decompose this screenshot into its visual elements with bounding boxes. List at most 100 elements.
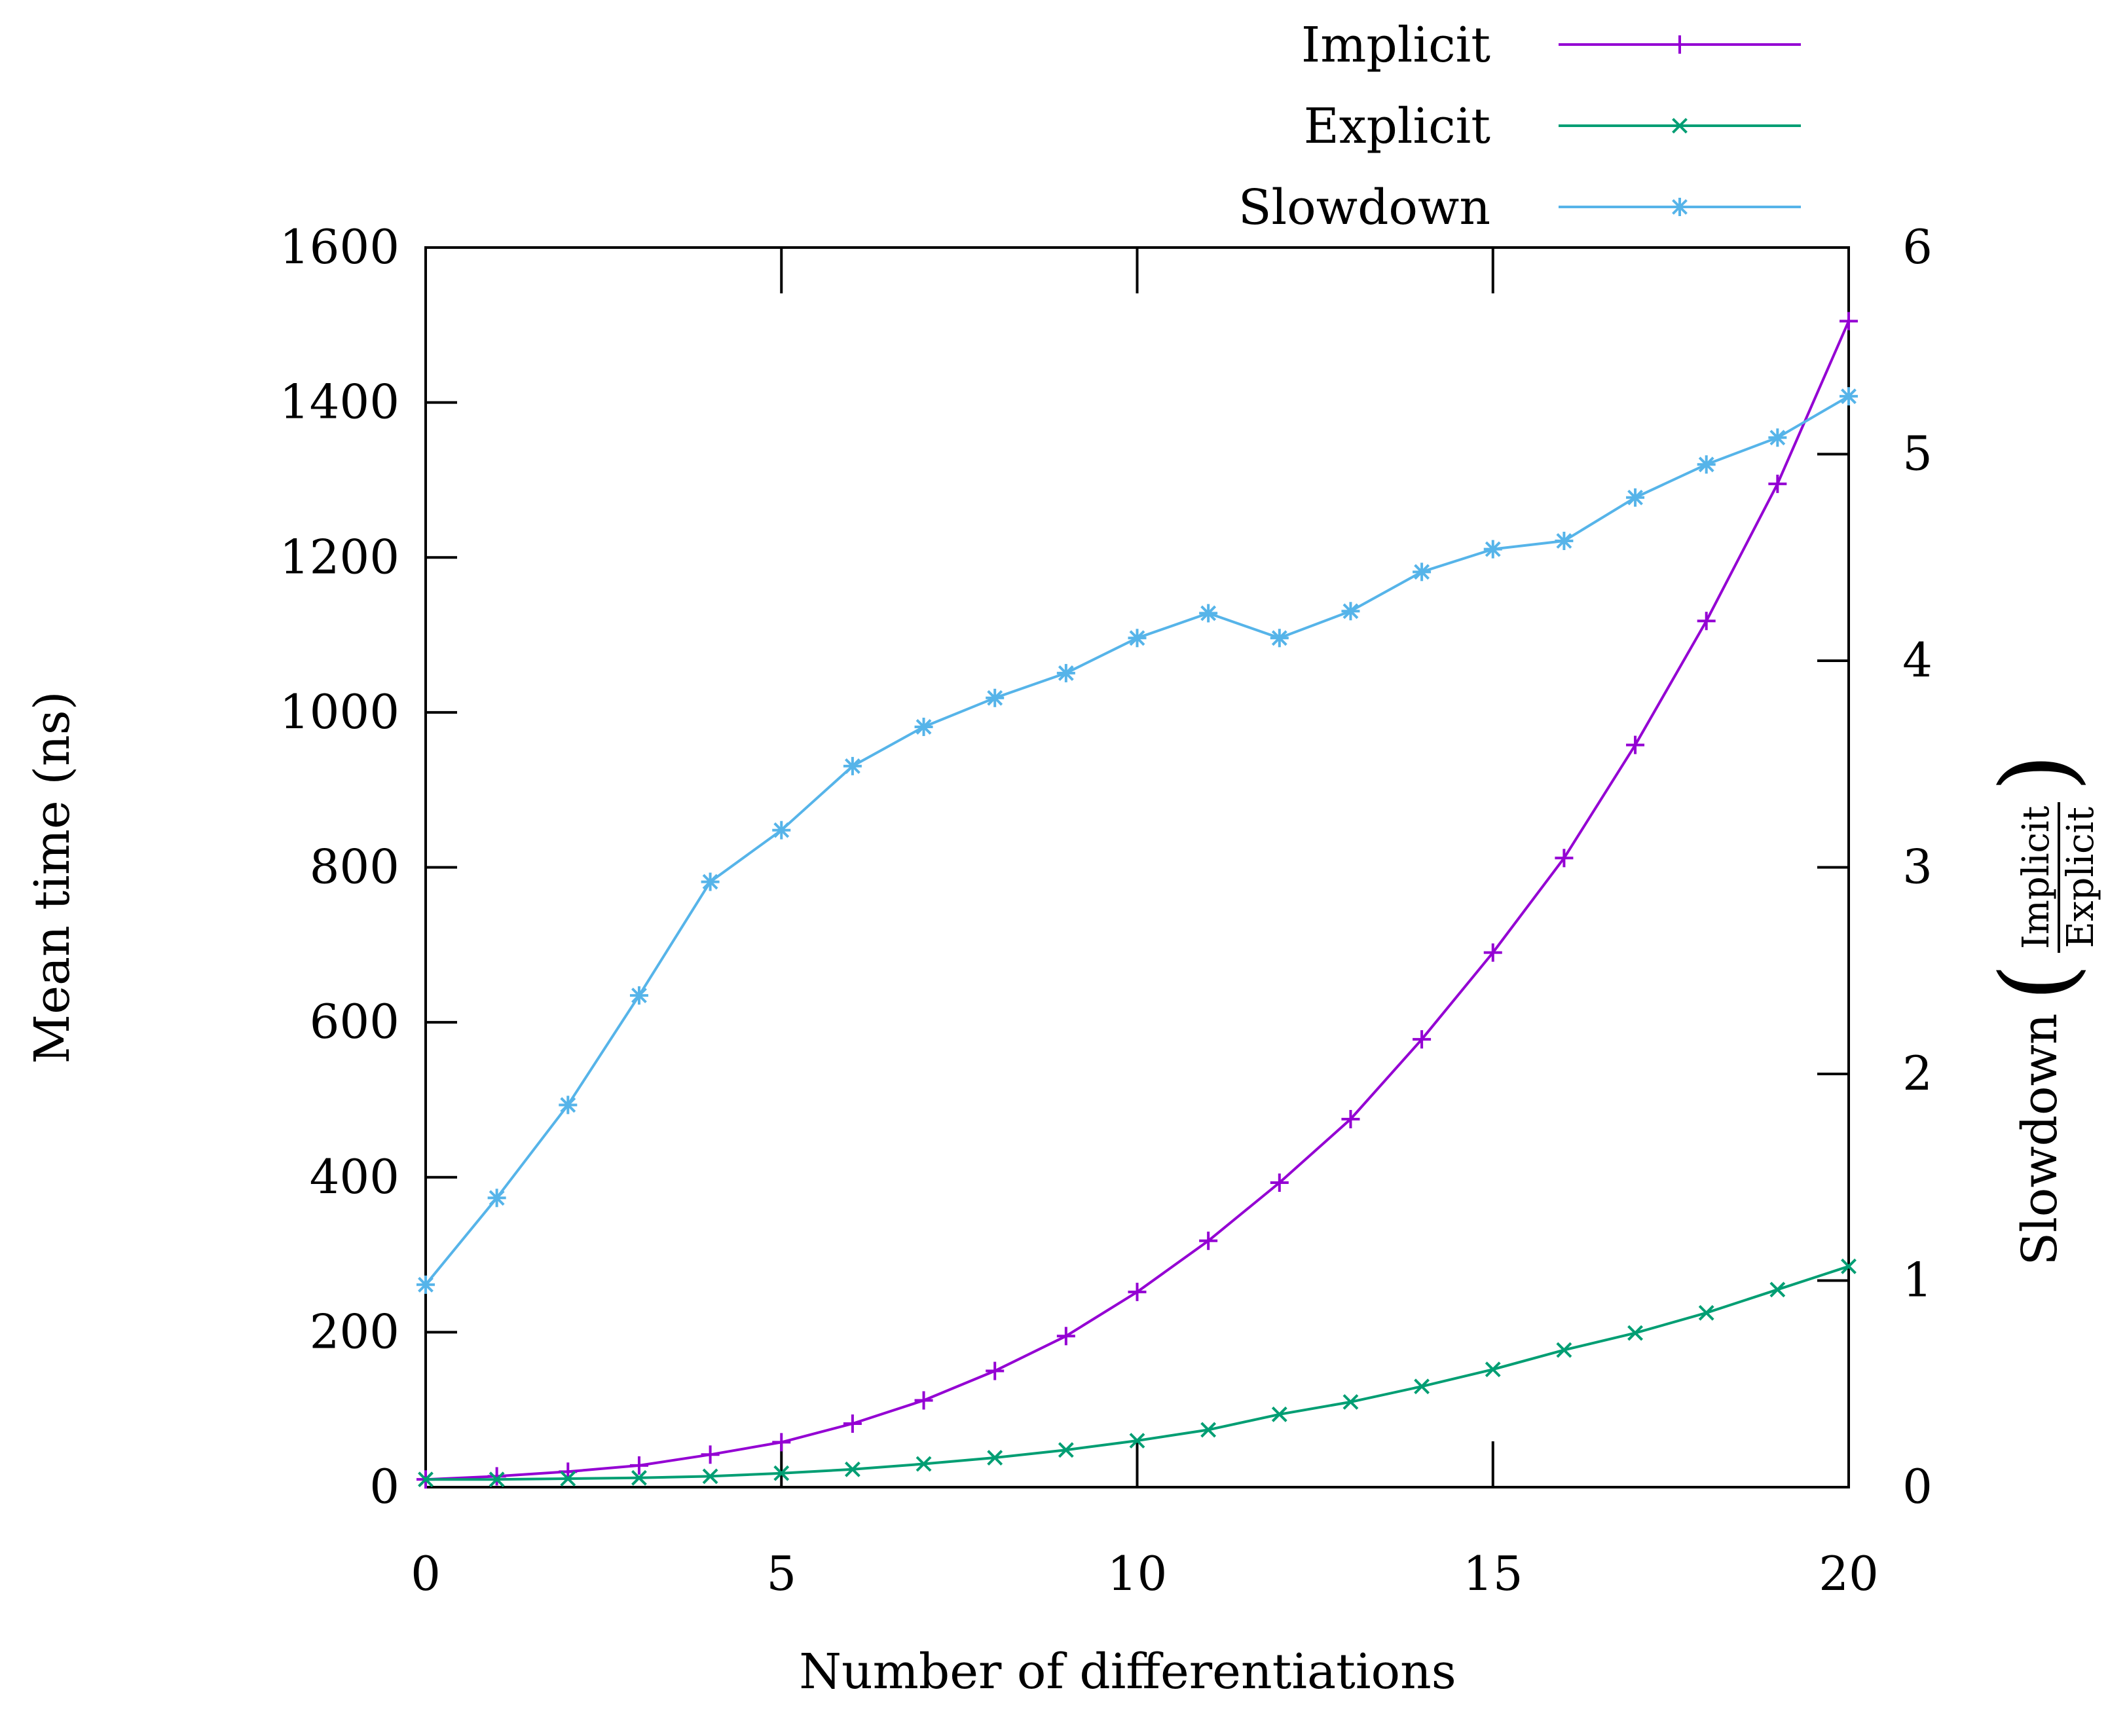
data-point-explicit	[1556, 1342, 1572, 1358]
data-point-slowdown-stroke	[1556, 533, 1572, 549]
data-point-slowdown	[986, 688, 1005, 707]
data-point-explicit-stroke	[987, 1450, 1003, 1466]
y2-tick-label: 3	[1902, 840, 1932, 895]
y-tick-label: 200	[310, 1304, 399, 1359]
y2-tick-label: 2	[1902, 1046, 1932, 1101]
plot-area	[416, 312, 1858, 1489]
data-point-slowdown	[1483, 540, 1502, 559]
data-point-explicit	[631, 1469, 647, 1486]
data-point-explicit-stroke	[1627, 1325, 1643, 1341]
y2-tick-label: 5	[1902, 426, 1932, 481]
data-point-slowdown-stroke	[418, 1276, 434, 1293]
data-point-slowdown-stroke	[1627, 489, 1643, 506]
data-point-explicit	[1627, 1325, 1643, 1341]
data-point-implicit	[1840, 312, 1858, 331]
y2-tick-label: 6	[1902, 219, 1932, 274]
data-point-slowdown	[1413, 563, 1432, 582]
data-point-slowdown-stroke	[915, 719, 932, 735]
data-point-slowdown-stroke	[631, 988, 647, 1004]
data-point-slowdown	[1840, 387, 1858, 406]
data-point-explicit	[1485, 1361, 1501, 1378]
data-point-explicit	[1342, 1394, 1359, 1410]
data-point-slowdown-stroke	[1414, 564, 1430, 580]
data-point-slowdown-stroke	[560, 1097, 576, 1113]
data-point-implicit	[914, 1391, 933, 1410]
data-point-slowdown-stroke	[1271, 630, 1287, 646]
x-tick-label: 0	[411, 1546, 441, 1601]
data-point-implicit	[1056, 1327, 1075, 1346]
data-point-slowdown	[843, 756, 862, 775]
data-point-explicit-stroke	[1200, 1422, 1217, 1438]
legend-label: Slowdown	[1238, 179, 1490, 236]
data-point-explicit-stroke	[1058, 1442, 1074, 1458]
data-point-implicit	[1768, 474, 1787, 493]
series-slowdown	[416, 387, 1858, 1294]
data-point-explicit-stroke	[418, 1471, 434, 1488]
data-point-implicit	[772, 1433, 791, 1452]
data-point-explicit	[702, 1468, 718, 1485]
data-point-slowdown	[1341, 602, 1360, 621]
x-axis-title: Number of differentiations	[799, 1644, 1456, 1700]
data-point-slowdown	[1270, 629, 1289, 648]
y2-tick-label: 0	[1902, 1459, 1932, 1514]
data-point-slowdown-stroke	[1485, 541, 1501, 557]
data-point-explicit	[1271, 1406, 1287, 1422]
data-point-explicit	[418, 1471, 434, 1488]
data-point-slowdown-stroke	[987, 690, 1003, 706]
legend-label: Explicit	[1304, 98, 1491, 155]
legend-entry-slowdown: Slowdown	[1238, 179, 1801, 236]
data-point-slowdown	[1697, 455, 1716, 474]
data-point-explicit	[1698, 1304, 1714, 1321]
data-point-implicit	[1341, 1110, 1360, 1129]
data-point-explicit-stroke	[773, 1465, 790, 1481]
legend-marker-stroke	[1672, 199, 1688, 215]
data-point-explicit	[1200, 1422, 1217, 1438]
data-point-slowdown	[1555, 532, 1574, 551]
data-point-slowdown-stroke	[1698, 456, 1714, 473]
data-point-slowdown	[559, 1096, 578, 1115]
data-point-implicit	[843, 1414, 862, 1433]
data-point-slowdown-stroke	[1058, 665, 1074, 681]
y-tick-label: 1000	[280, 684, 399, 739]
data-point-implicit	[701, 1445, 720, 1464]
data-point-slowdown-stroke	[844, 758, 860, 774]
y-axis-title: Mean time (ns)	[24, 691, 81, 1063]
series-explicit	[418, 1258, 1857, 1488]
data-point-explicit-stroke	[702, 1468, 718, 1485]
data-point-implicit	[1413, 1030, 1432, 1049]
data-point-explicit-stroke	[1698, 1304, 1714, 1321]
data-point-explicit	[773, 1465, 790, 1481]
series-line-slowdown	[424, 395, 1850, 1286]
data-point-slowdown-stroke	[1841, 388, 1857, 405]
data-point-explicit	[489, 1471, 505, 1488]
data-point-explicit-stroke	[1414, 1378, 1430, 1395]
legend: Implicit Explicit Slowdown	[1238, 17, 1801, 236]
y-tick-label: 400	[310, 1149, 399, 1204]
y2-axis-paren-right: )	[1980, 754, 2094, 792]
data-point-explicit-stroke	[915, 1456, 932, 1472]
data-point-explicit	[844, 1461, 860, 1477]
x-tick-label: 5	[766, 1546, 796, 1601]
data-point-explicit-stroke	[489, 1471, 505, 1488]
legend-marker-stroke	[1672, 118, 1688, 134]
data-point-implicit	[1483, 943, 1502, 962]
data-point-explicit	[1129, 1433, 1145, 1449]
data-point-slowdown	[629, 986, 648, 1005]
data-point-explicit-stroke	[560, 1471, 576, 1487]
series-implicit	[416, 312, 1858, 1489]
legend-marker	[1671, 35, 1689, 54]
legend-entry-explicit: Explicit	[1304, 98, 1801, 155]
x-tick-label: 15	[1463, 1546, 1523, 1601]
legend-marker	[1672, 118, 1688, 134]
data-point-implicit	[1128, 1282, 1147, 1301]
data-point-slowdown-stroke	[1129, 630, 1145, 646]
data-point-slowdown	[772, 821, 791, 840]
y2-axis-fraction-denominator: Explicit	[2060, 807, 2102, 948]
data-point-explicit-stroke	[1271, 1406, 1287, 1422]
data-point-slowdown-stroke	[1200, 605, 1217, 621]
data-point-explicit-stroke	[1129, 1433, 1145, 1449]
data-point-slowdown-stroke	[1769, 430, 1786, 446]
data-point-implicit	[1697, 612, 1716, 631]
legend-label: Implicit	[1301, 17, 1490, 73]
y-tick-label: 800	[310, 840, 399, 895]
